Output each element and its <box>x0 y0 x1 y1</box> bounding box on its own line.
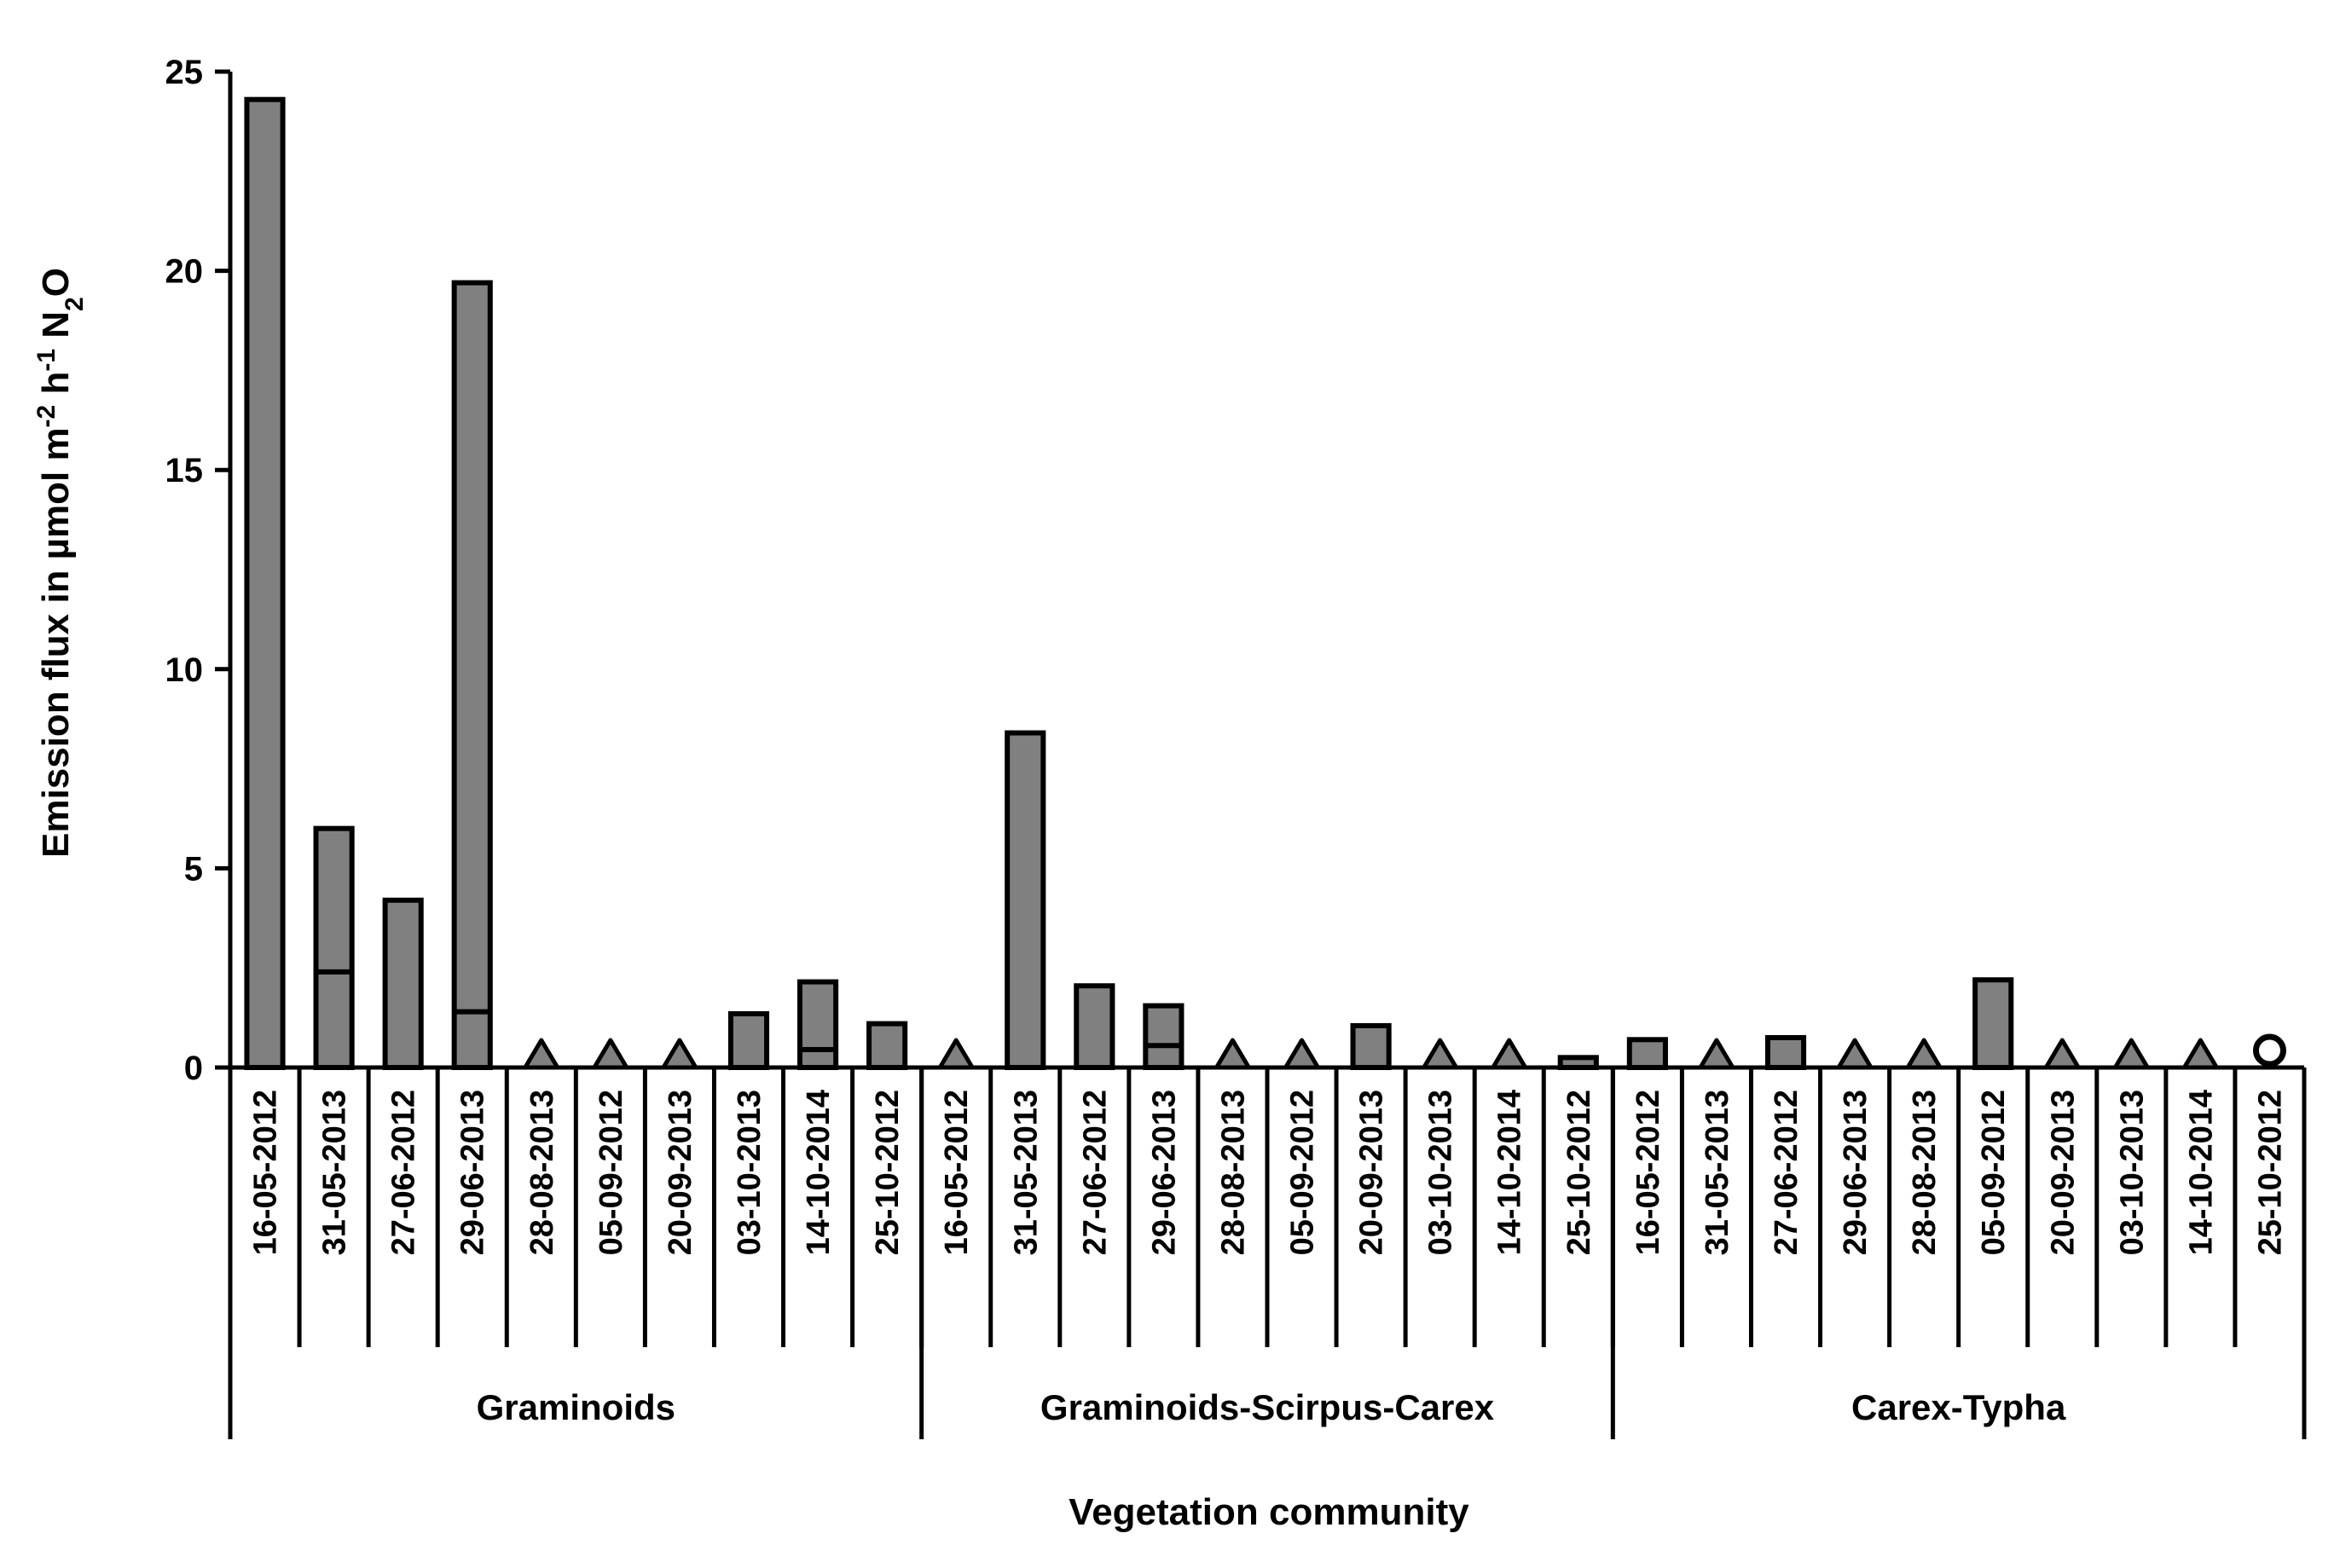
x-tick-label: 31-05-2013 <box>317 1090 353 1255</box>
x-tick-label: 16-05-2012 <box>248 1090 284 1255</box>
triangle-marker <box>2112 1038 2150 1070</box>
triangle-marker <box>2043 1038 2081 1070</box>
triangle-marker <box>1422 1038 1459 1070</box>
x-tick-label: 05-09-2012 <box>1976 1090 2012 1255</box>
bar <box>1626 1037 1668 1071</box>
x-tick-label: 28-08-2013 <box>1215 1090 1251 1255</box>
bar <box>451 280 493 1070</box>
x-tick-label: 20-09-2013 <box>2045 1090 2081 1255</box>
triangle-marker <box>1213 1038 1251 1070</box>
x-tick-label: 25-10-2012 <box>2252 1090 2288 1255</box>
bar <box>1972 977 2014 1070</box>
x-tick-label: 27-06-2012 <box>386 1090 422 1255</box>
x-tick-label: 28-08-2013 <box>524 1090 560 1255</box>
chart-marks <box>244 96 2286 1071</box>
x-tick-label: 28-08-2013 <box>1907 1090 1943 1255</box>
bar <box>1074 983 1115 1070</box>
x-tick-label: 27-06-2012 <box>1769 1090 1804 1255</box>
y-axis: 0 5 10 15 20 25 <box>165 54 233 1087</box>
y-tick-label: 25 <box>165 54 204 91</box>
x-tick-label: 05-09-2012 <box>594 1090 629 1255</box>
x-tick-label: 31-05-2013 <box>1700 1090 1735 1255</box>
x-tick-label: 16-05-2012 <box>939 1090 975 1255</box>
bar <box>1005 730 1046 1070</box>
x-tick-label: 29-06-2013 <box>1146 1090 1182 1255</box>
bar <box>796 979 839 1070</box>
x-tick-label: 16-05-2012 <box>1630 1090 1666 1255</box>
bar <box>866 1021 908 1071</box>
y-tick-label: 15 <box>165 452 204 489</box>
x-tick-label: 25-10-2012 <box>1561 1090 1597 1255</box>
x-tick-label: 20-09-2013 <box>1354 1090 1390 1255</box>
circle-marker <box>2252 1033 2286 1068</box>
bar <box>727 1010 770 1070</box>
triangle-marker <box>1491 1038 1528 1070</box>
bar <box>382 897 424 1070</box>
x-tick-label: 14-10-2014 <box>801 1090 837 1255</box>
group-label: Graminoids-Scirpus-Carex <box>1040 1387 1495 1427</box>
x-axis: 16-05-2012 31-05-2013 27-06-2012 29-06-2013… <box>228 1065 2307 1439</box>
triangle-marker <box>1905 1038 1943 1070</box>
x-tick-label: 29-06-2013 <box>1838 1090 1874 1255</box>
x-tick-label: 27-06-2012 <box>1077 1090 1113 1255</box>
x-tick-label: 05-09-2012 <box>1285 1090 1321 1255</box>
x-tick-label: 14-10-2014 <box>2183 1090 2219 1255</box>
bar <box>313 825 355 1070</box>
bar <box>1350 1022 1392 1070</box>
triangle-marker <box>592 1038 629 1070</box>
y-axis-title: Emission flux in µmol m-2 h-1 N2O <box>32 268 89 858</box>
triangle-marker <box>523 1038 560 1070</box>
x-tick-label: 20-09-2013 <box>663 1090 698 1255</box>
x-tick-label: 03-10-2013 <box>2114 1090 2150 1255</box>
triangle-marker <box>1283 1038 1321 1070</box>
x-tick-label: 14-10-2014 <box>1492 1090 1528 1255</box>
triangle-marker <box>1698 1038 1735 1070</box>
bar <box>1143 1003 1184 1070</box>
triangle-marker <box>937 1038 975 1070</box>
group-label: Graminoids <box>477 1387 675 1427</box>
x-tick-label: 03-10-2013 <box>732 1090 767 1255</box>
bar <box>244 96 286 1071</box>
triangle-marker <box>1836 1038 1874 1070</box>
y-tick-label: 5 <box>184 850 203 888</box>
x-tick-label: 29-06-2013 <box>455 1090 491 1255</box>
bar <box>1764 1034 1807 1070</box>
triangle-marker <box>2181 1038 2219 1070</box>
group-label: Carex-Typha <box>1851 1387 2066 1427</box>
x-tick-label: 31-05-2013 <box>1008 1090 1044 1255</box>
y-tick-label: 0 <box>184 1050 203 1087</box>
x-tick-label: 25-10-2012 <box>870 1090 906 1255</box>
x-tick-label: 03-10-2013 <box>1423 1090 1459 1255</box>
x-axis-title: Vegetation community <box>1069 1491 1469 1533</box>
triangle-marker <box>661 1038 698 1070</box>
y-tick-label: 20 <box>165 253 204 291</box>
y-tick-label: 10 <box>165 651 204 689</box>
